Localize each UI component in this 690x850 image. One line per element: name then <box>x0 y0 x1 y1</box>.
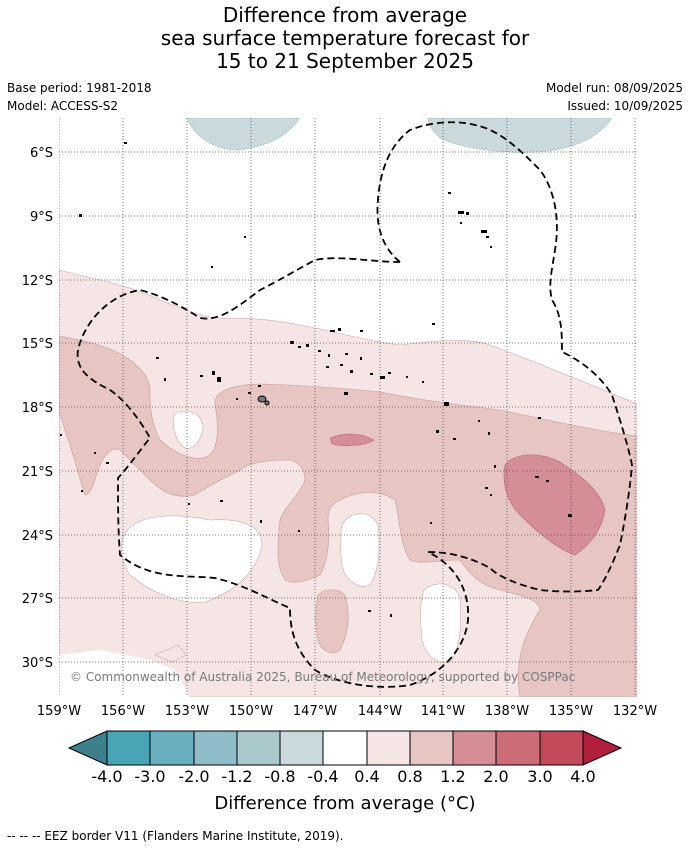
colorbar-swatch <box>452 730 497 766</box>
colorbar <box>67 730 623 766</box>
lat-label: 24°S <box>22 529 53 544</box>
colorbar-tick-labels: -4.0 -3.0 -2.0 -1.2 -0.8 -0.4 0.4 0.8 1.… <box>91 767 595 786</box>
colorbar-extend-high <box>582 730 623 766</box>
colorbar-tick-label: -0.4 <box>307 767 338 786</box>
near-zero-region-2 <box>340 513 380 587</box>
lon-label: 147°W <box>293 704 337 719</box>
base-period: Base period: 1981-2018 <box>7 81 152 95</box>
lon-label: 159°W <box>37 704 81 719</box>
colorbar-tick-label: 3.0 <box>527 767 552 786</box>
map-title: Difference from average sea surface temp… <box>0 4 690 73</box>
colorbar-tick-label: 4.0 <box>570 767 595 786</box>
colorbar-swatch <box>495 730 541 766</box>
anomaly-0.8-1.2-patch-south <box>315 589 349 653</box>
anomaly-0.4-0.8-patch <box>154 644 187 663</box>
model-name: Model: ACCESS-S2 <box>7 99 119 113</box>
meta-left: Base period: 1981-2018 Model: ACCESS-S2 <box>7 79 152 115</box>
island-highlighted-2 <box>264 400 270 406</box>
anomaly-1.2-2.0-patch-center <box>329 433 375 446</box>
copyright-notice: © Commonwealth of Australia 2025, Bureau… <box>70 670 575 684</box>
lat-label: 21°S <box>22 465 53 480</box>
colorbar-tick-label: 0.4 <box>354 767 379 786</box>
anomaly-negative-patch-1 <box>186 118 301 151</box>
colorbar-swatch <box>366 730 411 766</box>
colorbar-swatch <box>106 730 151 766</box>
anomaly-0.8-1.2-region <box>59 335 637 697</box>
title-line-1: Difference from average <box>222 3 468 27</box>
colorbar-swatch <box>149 730 195 766</box>
colorbar-swatch <box>193 730 238 766</box>
lon-label: 153°W <box>165 704 209 719</box>
near-zero-region-4 <box>173 410 204 449</box>
title-line-3: 15 to 21 September 2025 <box>216 49 474 73</box>
gridlines <box>59 118 637 697</box>
lon-label: 144°W <box>358 704 402 719</box>
colorbar-swatch <box>409 730 454 766</box>
model-run: Model run: 08/09/2025 <box>545 81 683 95</box>
near-zero-region-5 <box>59 650 190 697</box>
lon-label: 150°W <box>229 704 273 719</box>
colorbar-tick-label: 0.8 <box>397 767 422 786</box>
map-area: © Commonwealth of Australia 2025, Bureau… <box>59 118 637 697</box>
colorbar-swatch <box>322 730 368 766</box>
lat-label: 15°S <box>22 337 53 352</box>
colorbar-tick-label: -2.0 <box>178 767 209 786</box>
colorbar-swatch <box>279 730 324 766</box>
lon-label: 135°W <box>549 704 593 719</box>
issued-date: Issued: 10/09/2025 <box>567 99 683 113</box>
meta-right: Model run: 08/09/2025 Issued: 10/09/2025 <box>546 79 683 115</box>
island-markers <box>60 142 572 617</box>
lon-label: 141°W <box>421 704 465 719</box>
lat-label: 12°S <box>22 274 53 289</box>
lat-label: 30°S <box>22 656 53 671</box>
lon-label: 138°W <box>485 704 529 719</box>
colorbar-swatch <box>236 730 281 766</box>
lat-label: 9°S <box>30 210 53 225</box>
colorbar-tick-label: -1.2 <box>221 767 252 786</box>
lon-label: 156°W <box>101 704 145 719</box>
colorbar-tick-label: -0.8 <box>264 767 295 786</box>
lat-label: 18°S <box>22 401 53 416</box>
near-zero-region-3 <box>420 583 461 664</box>
colorbar-title: Difference from average (°C) <box>214 793 476 814</box>
lon-label: 132°W <box>613 704 657 719</box>
eez-footnote: -- -- -- EEZ border V11 (Flanders Marine… <box>7 829 344 843</box>
colorbar-tick-label: -3.0 <box>134 767 165 786</box>
colorbar-swatch <box>539 730 584 766</box>
colorbar-tick-label: 1.2 <box>440 767 465 786</box>
lon-labels: 159°W 156°W 153°W 150°W 147°W 144°W 141°… <box>37 704 657 719</box>
colorbar-tick-label: -4.0 <box>91 767 122 786</box>
anomaly-negative-patch-2 <box>427 118 613 153</box>
eez-border-line <box>76 121 633 688</box>
colorbar-extend-low <box>67 730 108 766</box>
lat-labels: 6°S 9°S 12°S 15°S 18°S 21°S 24°S 27°S 30… <box>22 146 53 671</box>
island-highlighted <box>257 395 267 403</box>
colorbar-tick-label: 2.0 <box>483 767 508 786</box>
lat-label: 6°S <box>30 146 53 161</box>
lat-label: 27°S <box>22 592 53 607</box>
title-line-2: sea surface temperature forecast for <box>160 26 530 50</box>
anomaly-1.2-2.0-patch-east <box>503 454 606 556</box>
